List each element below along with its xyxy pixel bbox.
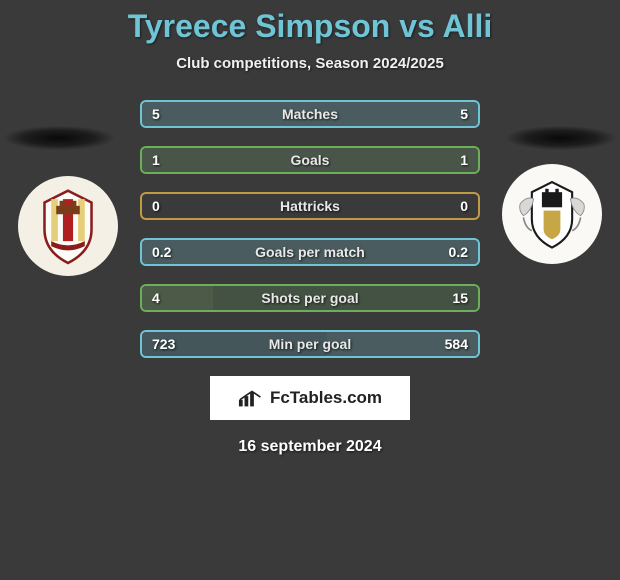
stat-label: Hattricks <box>280 198 340 214</box>
stats-container: 5 5 Matches 1 1 Goals 0 0 Hattricks 0.2 0.2 Goals p… <box>140 100 480 358</box>
footer-brand-badge: FcTables.com <box>210 376 410 420</box>
stat-label: Shots per goal <box>261 290 358 306</box>
page-title: Tyreece Simpson vs Alli <box>0 0 620 45</box>
stat-bar-right <box>310 148 478 172</box>
stat-row: 1 1 Goals <box>140 146 480 174</box>
stat-bar-left <box>142 148 310 172</box>
fctables-logo-icon <box>238 388 266 408</box>
stat-value-right: 0 <box>460 198 468 214</box>
stat-row: 4 15 Shots per goal <box>140 284 480 312</box>
stat-value-right: 584 <box>445 336 468 352</box>
footer-brand-text: FcTables.com <box>270 388 382 408</box>
club-crest-right <box>502 164 602 264</box>
stat-value-left: 723 <box>152 336 175 352</box>
player-shadow-right <box>506 126 616 150</box>
stat-value-right: 1 <box>460 152 468 168</box>
stat-row: 723 584 Min per goal <box>140 330 480 358</box>
footer-date: 16 september 2024 <box>0 438 620 456</box>
stat-label: Goals <box>291 152 330 168</box>
stat-value-left: 0.2 <box>152 244 171 260</box>
stat-label: Min per goal <box>269 336 351 352</box>
page-subtitle: Club competitions, Season 2024/2025 <box>0 55 620 72</box>
crest-left-icon <box>26 184 110 268</box>
stat-value-left: 4 <box>152 290 160 306</box>
stat-value-left: 5 <box>152 106 160 122</box>
stat-row: 0 0 Hattricks <box>140 192 480 220</box>
stat-label: Matches <box>282 106 338 122</box>
stat-row: 5 5 Matches <box>140 100 480 128</box>
stat-label: Goals per match <box>255 244 365 260</box>
stat-value-right: 5 <box>460 106 468 122</box>
crest-right-icon <box>510 172 594 256</box>
stat-value-right: 0.2 <box>449 244 468 260</box>
player-shadow-left <box>4 126 114 150</box>
stat-row: 0.2 0.2 Goals per match <box>140 238 480 266</box>
stat-value-left: 0 <box>152 198 160 214</box>
stat-value-left: 1 <box>152 152 160 168</box>
club-crest-left <box>18 176 118 276</box>
stat-value-right: 15 <box>452 290 468 306</box>
